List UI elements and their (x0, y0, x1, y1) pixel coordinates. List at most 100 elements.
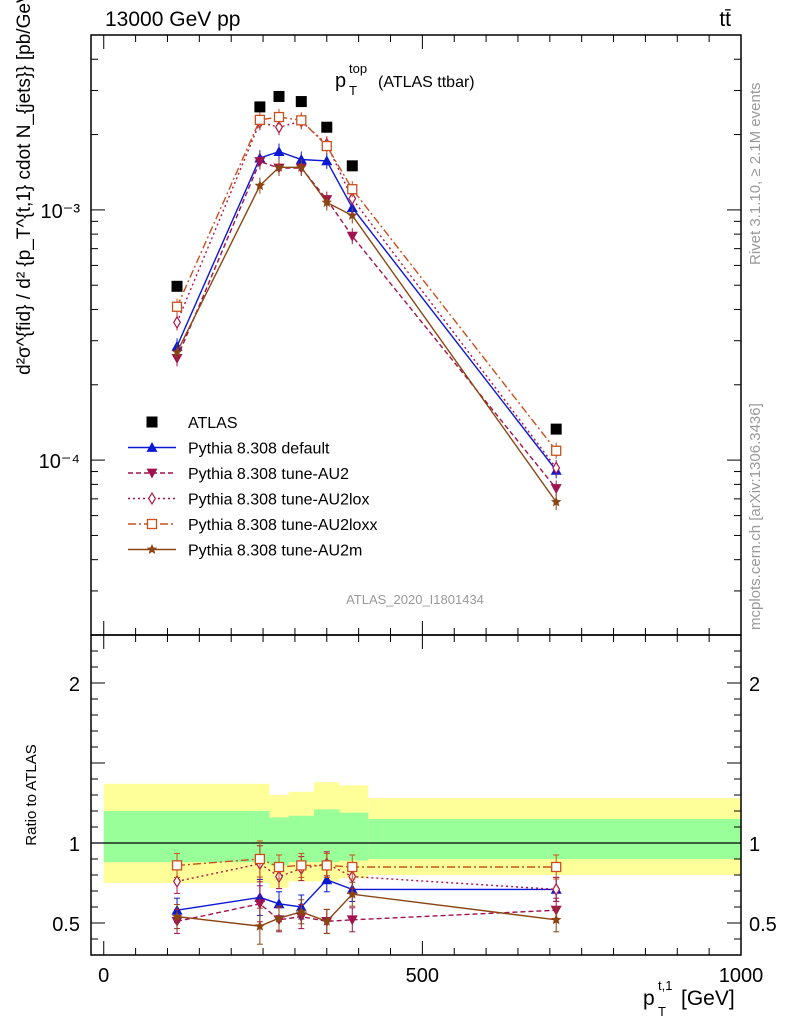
x-tick-label: 0 (98, 965, 109, 987)
title-rest: (ATLAS ttbar) (378, 74, 475, 91)
band-green-1 (250, 811, 270, 863)
ratio-point (551, 861, 562, 873)
main-point (254, 157, 266, 168)
analysis-watermark: ATLAS_2020_I1801434 (346, 592, 484, 607)
ratio-point (321, 860, 332, 871)
atlas-point (273, 90, 285, 102)
ratio-point (296, 906, 307, 917)
legend-label: ATLAS (188, 415, 238, 432)
ratio-point (171, 911, 183, 921)
ratio-series-layer (171, 840, 562, 945)
plot-title: p top T (ATLAS ttbar) (335, 61, 475, 98)
main-point (346, 202, 358, 213)
y-tick-label-main: 10⁻⁴ (39, 451, 80, 473)
band-green-6 (368, 819, 741, 859)
main-point (346, 231, 358, 242)
main-series-4 (171, 159, 562, 511)
header-process: tt̄ (719, 8, 731, 31)
ratio-point (347, 888, 358, 899)
main-point (173, 315, 182, 330)
main-point (295, 154, 307, 164)
x-axis-label: p t,1 T [GeV] (643, 978, 735, 1019)
x-tick-label: 1000 (719, 965, 764, 987)
legend-label: Pythia 8.308 tune-AU2 (188, 466, 349, 483)
main-point (171, 301, 183, 312)
y-tick-label-main: 10⁻³ (41, 201, 81, 223)
legend-entry-4: Pythia 8.308 tune-AU2loxx (128, 517, 377, 534)
ratio-y-axis-label: Ratio to ATLAS (23, 744, 40, 845)
main-line-1 (176, 160, 557, 489)
main-point (273, 146, 285, 156)
legend-marker (146, 416, 158, 428)
legend: ATLAS Pythia 8.308 default Pythia 8.308 tu… (128, 415, 377, 560)
legend-entry-3: Pythia 8.308 tune-AU2lox (128, 492, 369, 509)
axis-ticks (91, 34, 742, 955)
x-label-unit: [GeV] (681, 987, 735, 1010)
ratio-series-4 (171, 881, 562, 945)
ratio-point (551, 914, 562, 925)
legend-entry-0: ATLAS (146, 415, 238, 432)
mcplots-label: mcplots.cern.ch [arXiv:1306.3436] (747, 403, 764, 630)
ratio-point (254, 853, 266, 865)
main-point (321, 140, 332, 152)
rivet-version-label: Rivet 3.1.10, ≥ 2.1M events (747, 83, 764, 266)
band-green-2 (269, 817, 289, 866)
ratio-uncertainty-bands (91, 782, 741, 888)
legend-entry-1: Pythia 8.308 default (128, 441, 330, 458)
main-point (347, 184, 358, 195)
legend-marker (146, 442, 158, 452)
main-point (321, 197, 332, 207)
y-tick-label-ratio: 0.5 (52, 914, 80, 936)
y-tick-label-ratio: 2 (69, 674, 80, 696)
main-point (550, 484, 562, 495)
main-point (551, 496, 562, 507)
atlas-point (171, 280, 183, 292)
legend-marker (146, 468, 158, 479)
atlas-data-points (171, 90, 562, 435)
ratio-point (273, 912, 285, 923)
y-tick-label-ratio-right: 1 (749, 834, 760, 856)
legend-entry-2: Pythia 8.308 tune-AU2 (128, 466, 349, 483)
x-label-subscript: T (658, 1004, 666, 1019)
main-point (296, 161, 307, 172)
header-energy: 13000 GeV pp (105, 8, 240, 31)
legend-label: Pythia 8.308 tune-AU2m (188, 543, 362, 560)
ratio-point (552, 882, 561, 897)
ratio-point (254, 899, 266, 910)
main-line-3 (176, 116, 557, 452)
legend-marker (146, 518, 158, 530)
x-tick-label: 500 (406, 965, 439, 987)
main-series-3 (171, 109, 562, 459)
ratio-point (273, 861, 285, 873)
ratio-point (254, 920, 266, 931)
main-point (348, 191, 357, 206)
main-point (273, 161, 285, 172)
ratio-point (173, 874, 182, 889)
y-tick-label-ratio-right: 2 (749, 674, 760, 696)
main-point (552, 461, 561, 475)
ratio-point (321, 874, 333, 885)
band-green-5 (339, 812, 369, 861)
main-point (274, 120, 283, 134)
legend-label: Pythia 8.308 tune-AU2lox (188, 492, 369, 509)
main-point (321, 155, 333, 166)
legend-marker (146, 544, 158, 554)
main-point (296, 115, 307, 126)
legend-label: Pythia 8.308 tune-AU2loxx (188, 517, 377, 534)
atlas-point (254, 101, 266, 113)
ratio-point (171, 860, 183, 871)
atlas-point (346, 160, 358, 172)
atlas-point (295, 96, 307, 108)
ratio-point (296, 860, 307, 871)
main-point (254, 180, 266, 191)
ratio-line-4 (176, 893, 557, 927)
x-label-superscript: t,1 (658, 978, 672, 993)
main-point (171, 346, 183, 357)
title-symbol: p (335, 70, 346, 92)
ratio-point (321, 915, 332, 926)
main-point (551, 445, 562, 456)
title-superscript: top (349, 61, 367, 76)
atlas-point (550, 423, 562, 435)
